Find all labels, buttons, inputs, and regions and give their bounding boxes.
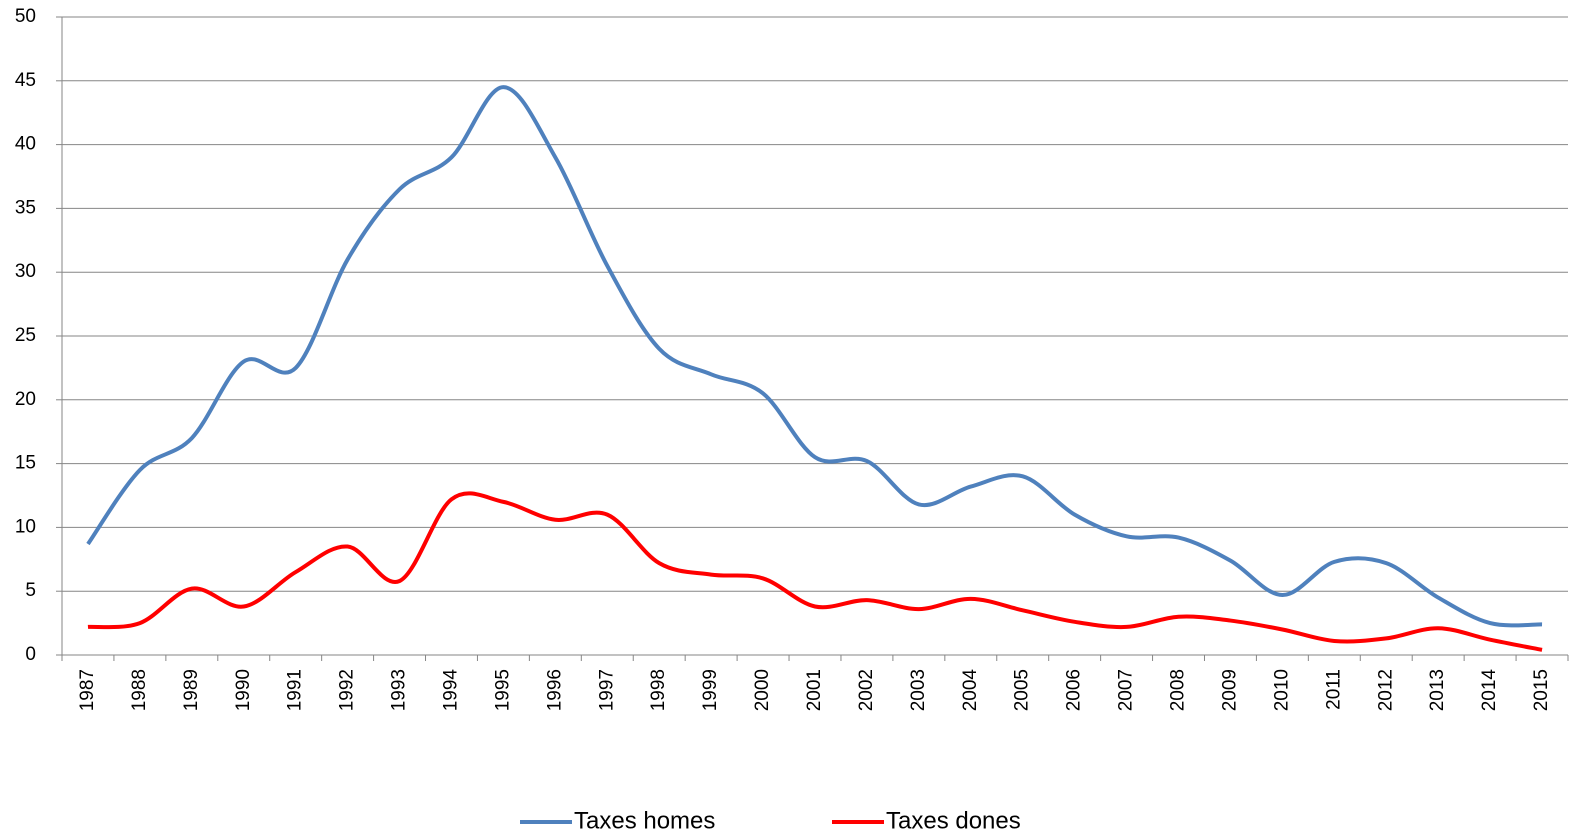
x-tick-label: 2005 [1012,669,1033,711]
line-series [86,85,1543,628]
x-tick-label: 1989 [181,669,202,711]
legend-label: Taxes homes [574,807,715,834]
x-tick-label: 1997 [596,669,617,711]
x-tick-label: 2013 [1427,669,1448,711]
x-tick-label: 2009 [1219,669,1240,711]
x-tick-label: 1990 [233,669,254,711]
x-tick-label: 2000 [752,669,773,711]
y-tick-label: 40 [15,134,36,155]
y-tick-label: 20 [15,389,36,410]
y-tick-label: 45 [15,70,36,91]
x-tick-label: 2008 [1168,669,1189,711]
legend-label: Taxes dones [886,807,1021,834]
x-tick-label: 2012 [1375,669,1396,711]
y-tick-label: 35 [15,197,36,218]
x-tick-label: 2015 [1531,669,1552,711]
x-tick-label: 2010 [1271,669,1292,711]
line-series [87,491,1543,652]
y-tick-label: 25 [15,325,36,346]
x-tick-label: 2011 [1323,669,1344,710]
y-tick-label: 30 [15,261,36,282]
y-tick-label: 15 [15,453,36,474]
y-tick-label: 10 [15,516,36,537]
x-tick-label: 1995 [492,669,513,711]
x-tick-label: 2003 [908,669,929,711]
x-tick-label: 1988 [129,669,150,711]
x-tick-label: 2002 [856,669,877,711]
x-tick-label: 1999 [700,669,721,711]
x-tick-label: 2004 [960,669,981,712]
x-tick-label: 1991 [285,669,306,711]
x-tick-label: 1998 [648,669,669,711]
x-tick-label: 1994 [440,669,461,712]
x-tick-label: 2014 [1479,669,1500,712]
x-tick-label: 2006 [1064,669,1085,711]
y-tick-label: 50 [15,6,36,27]
y-tick-label: 0 [25,644,36,665]
x-tick-label: 1993 [389,669,410,711]
x-tick-label: 2007 [1116,669,1137,711]
x-tick-label: 1987 [77,669,98,711]
x-tick-label: 1996 [544,669,565,711]
y-tick-label: 5 [25,580,36,601]
x-tick-label: 1992 [337,669,358,711]
x-tick-label: 2001 [804,669,825,711]
